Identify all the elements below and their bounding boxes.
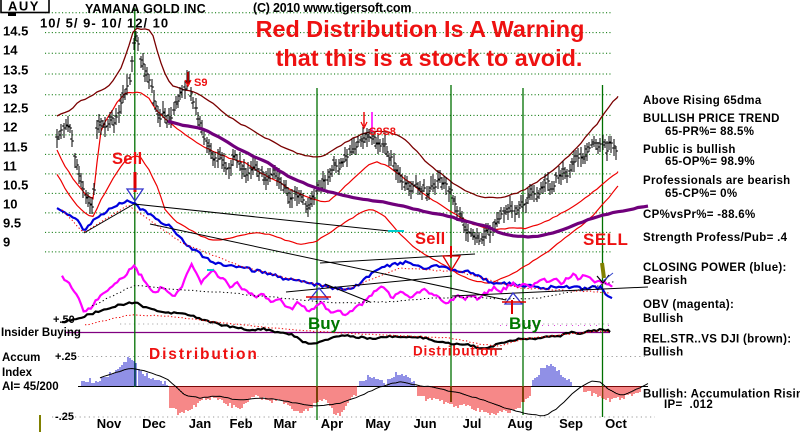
svg-text:Strength Profess/Pub= .4: Strength Profess/Pub= .4 [643, 232, 788, 244]
svg-text:Sell: Sell [415, 230, 446, 248]
svg-text:Oct: Oct [605, 416, 627, 431]
svg-text:Jul: Jul [463, 416, 482, 431]
svg-text:Sep: Sep [559, 416, 583, 431]
svg-text:Red Distribution Is A Warning: Red Distribution Is A Warning [256, 16, 585, 42]
svg-text:14.5: 14.5 [3, 24, 28, 39]
svg-text:10/ 5/ 9- 10/ 12/ 10: 10/ 5/ 9- 10/ 12/ 10 [40, 16, 169, 31]
svg-text:Sell: Sell [112, 150, 143, 168]
svg-text:that this is a stock to avoid.: that this is a stock to avoid. [276, 45, 583, 71]
svg-text:Above Rising 65dma: Above Rising 65dma [643, 95, 762, 107]
svg-text:12: 12 [3, 120, 17, 135]
svg-text:REL.STR..VS DJI (brown):: REL.STR..VS DJI (brown): [643, 334, 791, 346]
svg-text:Dec: Dec [142, 416, 166, 431]
svg-text:Distribution: Distribution [413, 344, 498, 359]
svg-text:9: 9 [3, 235, 10, 250]
svg-text:11: 11 [3, 159, 17, 174]
svg-text:Jun: Jun [413, 416, 436, 431]
svg-text:Bearish: Bearish [643, 275, 687, 287]
svg-text:Nov: Nov [97, 416, 122, 431]
svg-text:CP%vsPr%= -88.6%: CP%vsPr%= -88.6% [643, 209, 756, 221]
svg-text:12.5: 12.5 [3, 101, 28, 116]
svg-text:10.5: 10.5 [3, 178, 28, 193]
svg-text:Mar: Mar [273, 416, 296, 431]
svg-text:65-PR%= 88.5%: 65-PR%= 88.5% [665, 126, 754, 138]
svg-text:Feb: Feb [229, 416, 252, 431]
svg-text:S9: S9 [194, 77, 207, 89]
svg-text:13: 13 [3, 82, 17, 97]
svg-text:(C) 2010 www.tigersoft.com: (C) 2010 www.tigersoft.com [253, 1, 411, 15]
svg-text:YAMANA GOLD INC: YAMANA GOLD INC [85, 2, 206, 16]
svg-text:Bullish: Accumulation Rising: Bullish: Accumulation Rising [643, 389, 800, 401]
svg-text:65-CP%= 0%: 65-CP%= 0% [665, 188, 737, 200]
svg-text:AI= 45/200: AI= 45/200 [2, 381, 59, 393]
svg-text:Buy: Buy [509, 314, 542, 333]
svg-text:14: 14 [3, 43, 18, 58]
svg-text:Insider Buying: Insider Buying [1, 327, 81, 339]
svg-text:Apr: Apr [321, 416, 343, 431]
svg-text:May: May [365, 416, 391, 431]
svg-text:IP= .012: IP= .012 [664, 399, 713, 411]
svg-text:13.5: 13.5 [3, 63, 28, 78]
svg-text:BULLISH PRICE TREND: BULLISH PRICE TREND [643, 113, 780, 125]
svg-text:10: 10 [3, 197, 17, 212]
svg-text:Buy: Buy [308, 314, 341, 333]
svg-text:+.50: +.50 [53, 314, 75, 326]
svg-text:Aug: Aug [507, 416, 532, 431]
svg-text:AUY: AUY [8, 0, 40, 14]
svg-text:65-OP%= 98.9%: 65-OP%= 98.9% [665, 156, 755, 168]
svg-text:Accum: Accum [2, 352, 40, 364]
svg-text:SELL: SELL [583, 230, 628, 249]
svg-text:Bullish: Bullish [643, 347, 683, 359]
svg-text:Bullish: Bullish [643, 313, 683, 325]
svg-text:+.25: +.25 [55, 351, 77, 363]
svg-text:S9S8: S9S8 [369, 126, 396, 138]
svg-text:CLOSING POWER (blue):: CLOSING POWER (blue): [643, 262, 787, 274]
svg-text:Professionals are bearish: Professionals are bearish [643, 175, 790, 187]
svg-text:Public is bullish: Public is bullish [643, 144, 736, 156]
svg-text:Distribution: Distribution [149, 346, 259, 363]
svg-text:OBV (magenta):: OBV (magenta): [643, 299, 734, 311]
svg-text:Index: Index [2, 367, 33, 379]
svg-text:11.5: 11.5 [3, 140, 28, 155]
svg-text:-.25: -.25 [55, 411, 74, 423]
svg-text:Jan: Jan [189, 416, 211, 431]
svg-text:9.5: 9.5 [3, 216, 21, 231]
